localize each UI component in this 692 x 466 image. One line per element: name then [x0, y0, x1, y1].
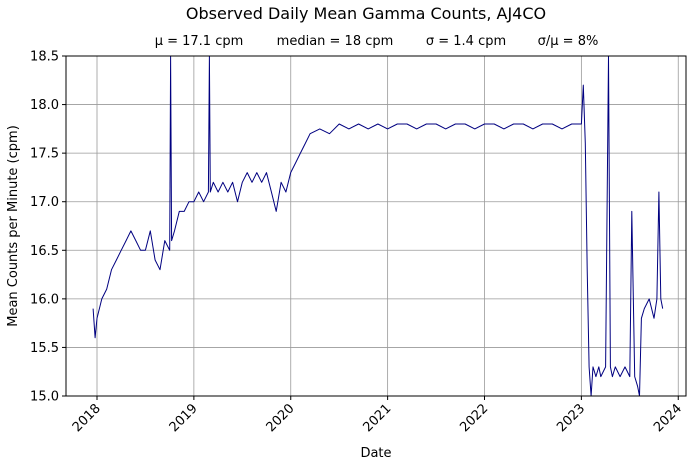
x-axis-label: Date	[360, 446, 391, 461]
y-tick-label: 16.5	[30, 244, 59, 259]
y-tick-label: 16.0	[30, 292, 59, 307]
series-line	[92, 56, 664, 396]
stat-label: median = 18 cpm	[277, 34, 394, 49]
y-tick-label: 15.5	[30, 341, 59, 356]
stat-label: σ = 1.4 cpm	[426, 34, 506, 49]
y-tick-label: 17.5	[30, 147, 59, 162]
stat-label: σ/μ = 8%	[538, 34, 599, 49]
y-tick-label: 17.0	[30, 195, 59, 210]
y-tick-label: 18.5	[30, 50, 59, 65]
y-tick-label: 15.0	[30, 390, 59, 405]
y-axis-label: Mean Counts per Minute (cpm)	[6, 125, 21, 327]
y-tick-label: 18.0	[30, 98, 59, 113]
y-axis: 15.0 15.5 16.0 16.5 17.0 17.5 18.0 18.5	[30, 50, 66, 405]
plot-frame	[65, 55, 687, 397]
chart-title: Observed Daily Mean Gamma Counts, AJ4CO	[186, 4, 546, 23]
chart-stats: μ = 17.1 cpm median = 18 cpm σ = 1.4 cpm σ/…	[155, 34, 599, 49]
stat-label: μ = 17.1 cpm	[155, 34, 244, 49]
series-layer	[92, 56, 664, 396]
